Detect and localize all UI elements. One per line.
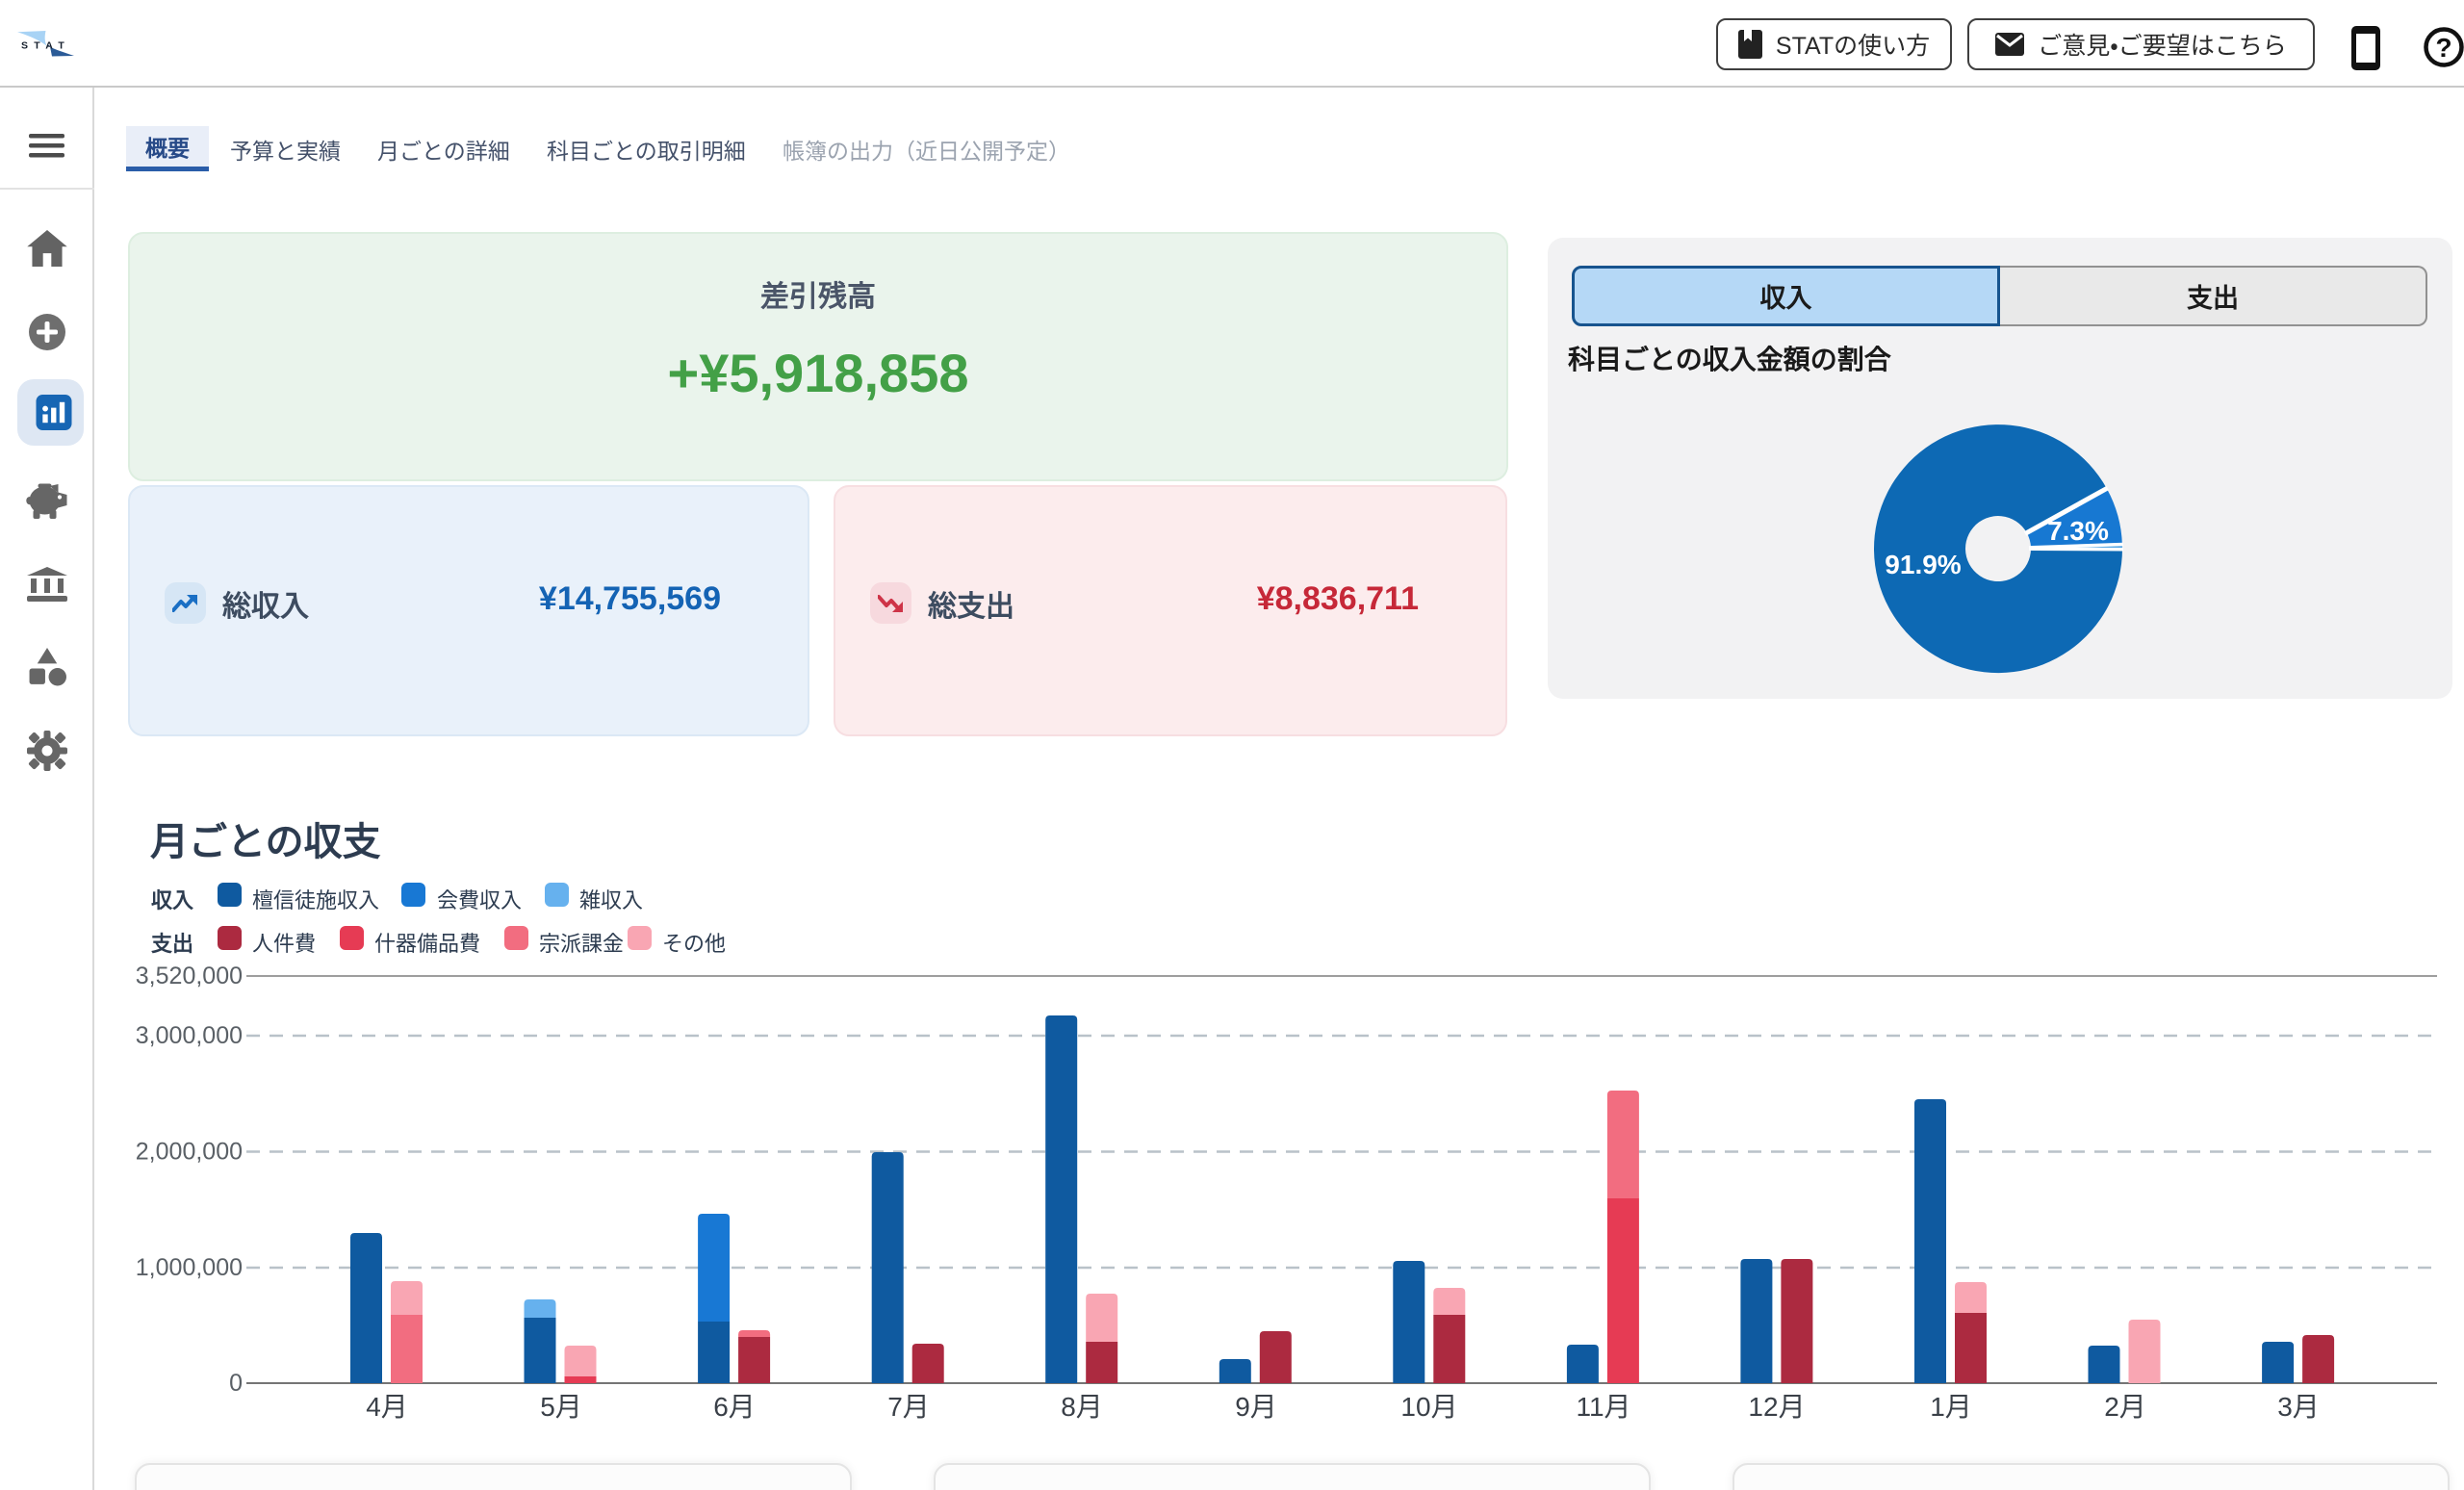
svg-text:?: ? [2435, 33, 2451, 63]
svg-text:3,520,000: 3,520,000 [136, 963, 243, 989]
svg-text:1月: 1月 [1930, 1392, 1972, 1422]
svg-text:2,000,000: 2,000,000 [136, 1139, 243, 1166]
svg-text:8月: 8月 [1061, 1392, 1103, 1422]
svg-text:4月: 4月 [366, 1392, 408, 1422]
svg-text:3月: 3月 [2277, 1392, 2320, 1422]
svg-text:9月: 9月 [1235, 1392, 1277, 1422]
svg-text:7.3%: 7.3% [2047, 516, 2109, 546]
svg-text:10月: 10月 [1400, 1392, 1457, 1422]
svg-text:6月: 6月 [713, 1392, 756, 1422]
svg-text:0: 0 [229, 1370, 243, 1397]
svg-text:7月: 7月 [887, 1392, 930, 1422]
svg-text:11月: 11月 [1576, 1392, 1630, 1422]
svg-text:5月: 5月 [540, 1392, 582, 1422]
svg-text:2月: 2月 [2104, 1392, 2146, 1422]
svg-text:91.9%: 91.9% [1885, 550, 1961, 579]
svg-text:1,000,000: 1,000,000 [136, 1254, 243, 1281]
svg-text:12月: 12月 [1748, 1392, 1805, 1422]
svg-text:3,000,000: 3,000,000 [136, 1022, 243, 1049]
svg-text:STAT: STAT [21, 40, 70, 52]
